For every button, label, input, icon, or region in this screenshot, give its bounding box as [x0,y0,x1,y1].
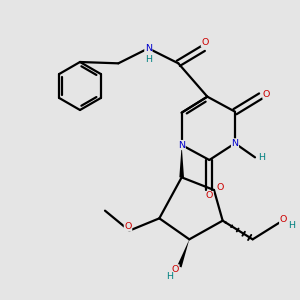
Text: N: N [145,44,152,53]
Text: O: O [217,183,224,192]
Text: H: H [146,55,152,64]
Text: O: O [172,265,179,274]
Text: H: H [167,272,173,281]
Text: O: O [280,215,287,224]
Text: O: O [206,191,213,200]
Text: N: N [232,139,238,148]
Text: N: N [178,140,185,149]
Text: O: O [263,90,270,99]
Polygon shape [177,239,189,268]
Text: O: O [201,38,209,47]
Text: O: O [124,222,132,231]
Polygon shape [179,145,184,177]
Text: H: H [258,153,265,162]
Text: H: H [289,221,296,230]
